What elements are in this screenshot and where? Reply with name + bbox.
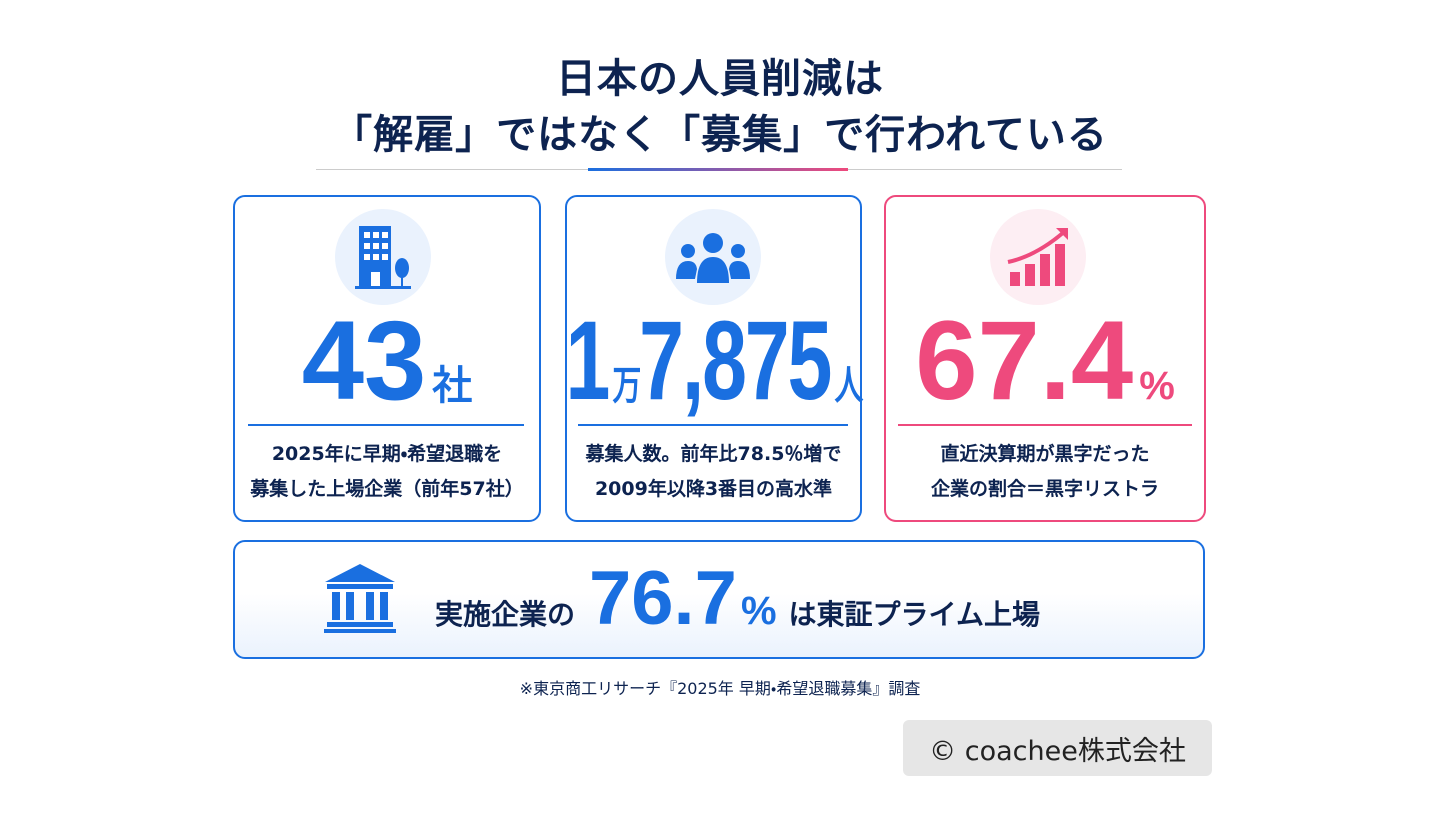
growth-icon bbox=[990, 209, 1086, 305]
text: 募集した上場企業（前年57社） bbox=[250, 478, 524, 500]
rule bbox=[898, 424, 1192, 426]
source: ※東京商工リサーチ『2025年 早期・希望退職募集』調査 bbox=[519, 679, 921, 698]
figure: 1 万 7,875 人 bbox=[565, 298, 864, 423]
text: 43 bbox=[301, 298, 427, 423]
text: 67.4 bbox=[915, 298, 1134, 423]
text: 企業の割合＝黒字リストラ bbox=[930, 478, 1159, 500]
text: 社 bbox=[432, 364, 473, 408]
building-icon bbox=[335, 209, 431, 305]
figure-wrap: 1 万 7,875 人 bbox=[565, 298, 864, 423]
text: % bbox=[1139, 364, 1175, 408]
figure: 67.4% bbox=[884, 305, 1206, 417]
text: 万 bbox=[612, 364, 642, 408]
text: は東証プライム上場 bbox=[788, 598, 1040, 631]
description: 直近決算期が黒字だった 企業の割合＝黒字リストラ bbox=[884, 437, 1206, 507]
text: 実施企業の bbox=[435, 598, 576, 631]
people-icon bbox=[665, 209, 761, 305]
description: 募集人数。前年比78.5％増で 2009年以降3番目の高水準 bbox=[565, 437, 862, 507]
text: % bbox=[740, 589, 777, 633]
text: 募集人数。前年比78.5％増で bbox=[585, 443, 842, 465]
text: 2009年以降3番目の高水準 bbox=[594, 478, 833, 500]
text: 2025年に早期・希望退職を bbox=[271, 443, 503, 465]
rule bbox=[248, 424, 524, 426]
text: 人 bbox=[834, 364, 864, 408]
rule bbox=[578, 424, 848, 426]
title-line: 「解雇」ではなく「募集」で行われている bbox=[332, 112, 1108, 158]
title-line: 日本の人員削減は bbox=[556, 56, 884, 102]
text: 直近決算期が黒字だった bbox=[940, 443, 1150, 465]
divider-accent bbox=[588, 168, 848, 171]
text: 7,875 bbox=[639, 298, 832, 423]
figure: 43 社 bbox=[233, 305, 541, 417]
banner bbox=[233, 540, 1205, 659]
text: 1 bbox=[565, 298, 611, 423]
text: 76.7 bbox=[589, 556, 737, 641]
bank-icon bbox=[324, 564, 396, 633]
banner-text: 実施企業の 76.7% は東証プライム上場 bbox=[435, 555, 1040, 645]
description: 2025年に早期・希望退職を 募集した上場企業（前年57社） bbox=[233, 437, 541, 507]
copyright: © coachee株式会社 bbox=[903, 720, 1212, 776]
